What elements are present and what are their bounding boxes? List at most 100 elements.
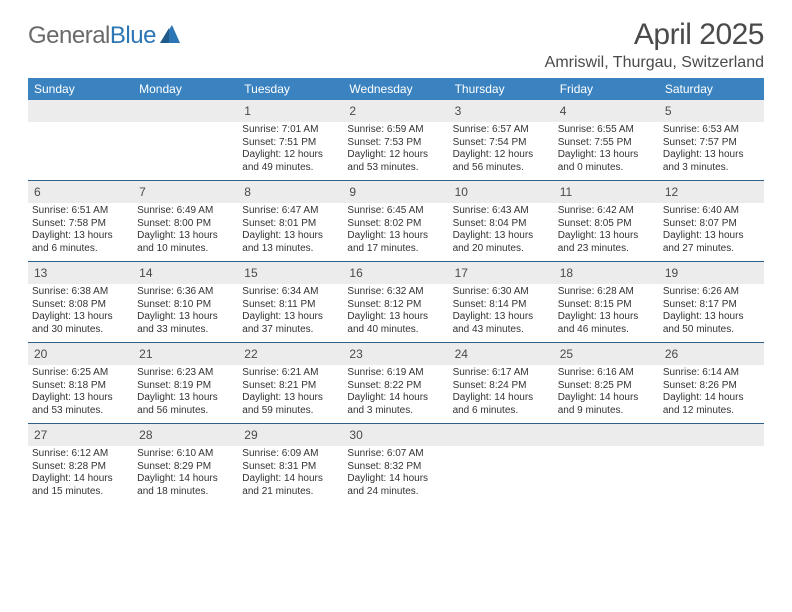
day-cell: 20Sunrise: 6:25 AMSunset: 8:18 PMDayligh… <box>28 343 133 423</box>
sunset-text: Sunset: 8:31 PM <box>242 461 339 474</box>
day-number: 21 <box>139 347 152 361</box>
day-cell: 13Sunrise: 6:38 AMSunset: 8:08 PMDayligh… <box>28 262 133 342</box>
day-number: 30 <box>349 428 362 442</box>
header: GeneralBlue April 2025 Amriswil, Thurgau… <box>28 18 764 72</box>
day-number: 23 <box>349 347 362 361</box>
day-number: 16 <box>349 266 362 280</box>
sunrise-text: Sunrise: 6:59 AM <box>347 124 444 137</box>
sunset-text: Sunset: 8:25 PM <box>558 380 655 393</box>
daylight-text: Daylight: 13 hours and 20 minutes. <box>453 230 550 255</box>
sunset-text: Sunset: 7:57 PM <box>663 137 760 150</box>
daynum-row: 14 <box>133 262 238 284</box>
sunset-text: Sunset: 7:51 PM <box>242 137 339 150</box>
sunset-text: Sunset: 8:12 PM <box>347 299 444 312</box>
sunrise-text: Sunrise: 6:10 AM <box>137 448 234 461</box>
day-number: 29 <box>244 428 257 442</box>
day-cell: . <box>659 424 764 504</box>
day-number: 27 <box>34 428 47 442</box>
day-cell: 1Sunrise: 7:01 AMSunset: 7:51 PMDaylight… <box>238 100 343 180</box>
day-number: 4 <box>560 104 567 118</box>
sunset-text: Sunset: 8:19 PM <box>137 380 234 393</box>
sunset-text: Sunset: 8:24 PM <box>453 380 550 393</box>
daylight-text: Daylight: 13 hours and 10 minutes. <box>137 230 234 255</box>
day-header-wednesday: Wednesday <box>343 78 448 100</box>
sunset-text: Sunset: 8:02 PM <box>347 218 444 231</box>
day-cell: 7 Sunrise: 6:49 AMSunset: 8:00 PMDaylight… <box>133 181 238 261</box>
sunset-text: Sunset: 8:00 PM <box>137 218 234 231</box>
daynum-row: 1 <box>238 100 343 122</box>
daynum-row: 28 <box>133 424 238 446</box>
sunrise-text: Sunrise: 6:12 AM <box>32 448 129 461</box>
day-number: 6 <box>34 185 41 199</box>
day-header-tuesday: Tuesday <box>238 78 343 100</box>
daylight-text: Daylight: 14 hours and 3 minutes. <box>347 392 444 417</box>
daylight-text: Daylight: 13 hours and 59 minutes. <box>242 392 339 417</box>
sunrise-text: Sunrise: 6:57 AM <box>453 124 550 137</box>
sunrise-text: Sunrise: 6:49 AM <box>137 205 234 218</box>
daynum-row: 25 <box>554 343 659 365</box>
sunrise-text: Sunrise: 6:28 AM <box>558 286 655 299</box>
daynum-row: 15 <box>238 262 343 284</box>
sunrise-text: Sunrise: 6:32 AM <box>347 286 444 299</box>
logo: GeneralBlue <box>28 22 182 50</box>
sunset-text: Sunset: 8:08 PM <box>32 299 129 312</box>
sunrise-text: Sunrise: 6:45 AM <box>347 205 444 218</box>
sunset-text: Sunset: 8:28 PM <box>32 461 129 474</box>
day-number: 11 <box>560 185 572 199</box>
sunrise-text: Sunrise: 6:23 AM <box>137 367 234 380</box>
daynum-row: 10 <box>449 181 554 203</box>
day-cell: 9Sunrise: 6:45 AMSunset: 8:02 PMDaylight… <box>343 181 448 261</box>
day-cell: 19Sunrise: 6:26 AMSunset: 8:17 PMDayligh… <box>659 262 764 342</box>
daynum-row: 13 <box>28 262 133 284</box>
daynum-row: 3 <box>449 100 554 122</box>
day-cell: 22Sunrise: 6:21 AMSunset: 8:21 PMDayligh… <box>238 343 343 423</box>
day-cell: 21Sunrise: 6:23 AMSunset: 8:19 PMDayligh… <box>133 343 238 423</box>
day-cell: 17Sunrise: 6:30 AMSunset: 8:14 PMDayligh… <box>449 262 554 342</box>
day-cell: 23 Sunrise: 6:19 AMSunset: 8:22 PMDayligh… <box>343 343 448 423</box>
sunset-text: Sunset: 8:21 PM <box>242 380 339 393</box>
daynum-row: 9 <box>343 181 448 203</box>
logo-part2: Blue <box>110 22 156 49</box>
day-number: 7 <box>139 185 146 199</box>
sunrise-text: Sunrise: 6:25 AM <box>32 367 129 380</box>
day-cell: 27Sunrise: 6:12 AMSunset: 8:28 PMDayligh… <box>28 424 133 504</box>
daylight-text: Daylight: 13 hours and 33 minutes. <box>137 311 234 336</box>
day-number: 25 <box>560 347 573 361</box>
daynum-row: 19 <box>659 262 764 284</box>
month-title: April 2025 <box>545 18 764 52</box>
day-number: 19 <box>665 266 678 280</box>
daylight-text: Daylight: 13 hours and 53 minutes. <box>32 392 129 417</box>
daynum-row: 4 <box>554 100 659 122</box>
day-cell: 18Sunrise: 6:28 AMSunset: 8:15 PMDayligh… <box>554 262 659 342</box>
sunrise-text: Sunrise: 6:36 AM <box>137 286 234 299</box>
sunset-text: Sunset: 8:22 PM <box>347 380 444 393</box>
day-cell: 15Sunrise: 6:34 AMSunset: 8:11 PMDayligh… <box>238 262 343 342</box>
day-cell: 29Sunrise: 6:09 AMSunset: 8:31 PMDayligh… <box>238 424 343 504</box>
daylight-text: Daylight: 12 hours and 56 minutes. <box>453 149 550 174</box>
sunrise-text: Sunrise: 6:19 AM <box>347 367 444 380</box>
day-number: 26 <box>665 347 678 361</box>
daynum-row: 16 <box>343 262 448 284</box>
day-number: 8 <box>244 185 251 199</box>
day-number: 9 <box>349 185 356 199</box>
day-number: 1 <box>244 104 251 118</box>
day-cell: 24Sunrise: 6:17 AMSunset: 8:24 PMDayligh… <box>449 343 554 423</box>
sunrise-text: Sunrise: 7:01 AM <box>242 124 339 137</box>
day-cell: 10Sunrise: 6:43 AMSunset: 8:04 PMDayligh… <box>449 181 554 261</box>
daylight-text: Daylight: 13 hours and 30 minutes. <box>32 311 129 336</box>
sunrise-text: Sunrise: 6:34 AM <box>242 286 339 299</box>
sail-icon <box>158 23 182 50</box>
daynum-row: 23 <box>343 343 448 365</box>
sunset-text: Sunset: 7:55 PM <box>558 137 655 150</box>
sunset-text: Sunset: 8:11 PM <box>242 299 339 312</box>
sunrise-text: Sunrise: 6:55 AM <box>558 124 655 137</box>
daynum-row: . <box>659 424 764 446</box>
day-cell: 11Sunrise: 6:42 AMSunset: 8:05 PMDayligh… <box>554 181 659 261</box>
title-block: April 2025 Amriswil, Thurgau, Switzerlan… <box>545 18 764 72</box>
day-number: 20 <box>34 347 47 361</box>
week-row: 20Sunrise: 6:25 AMSunset: 8:18 PMDayligh… <box>28 342 764 423</box>
day-cell: 4Sunrise: 6:55 AMSunset: 7:55 PMDaylight… <box>554 100 659 180</box>
daynum-row: . <box>554 424 659 446</box>
sunrise-text: Sunrise: 6:21 AM <box>242 367 339 380</box>
daylight-text: Daylight: 14 hours and 12 minutes. <box>663 392 760 417</box>
